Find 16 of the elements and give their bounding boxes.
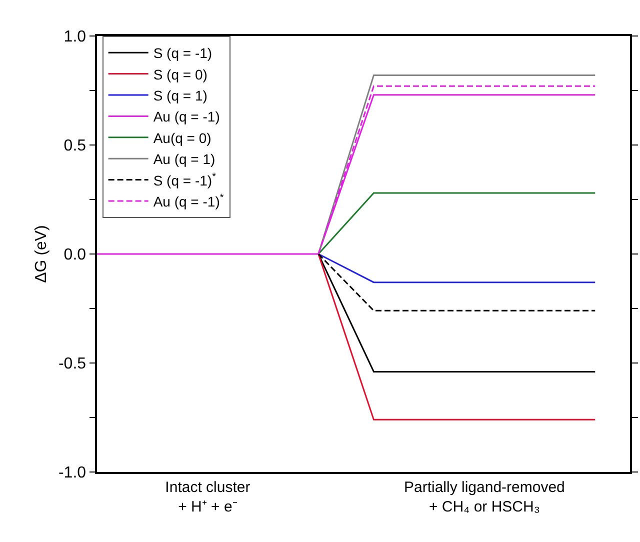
x-tick-label: Partially ligand-removed + CH₄ or HSCH₃ bbox=[404, 478, 565, 516]
x-tick-label: Intact cluster + H⁺ + e⁻ bbox=[165, 478, 250, 516]
legend-label: Au (q = 1) bbox=[153, 151, 216, 168]
y-tick-label: 0.0 bbox=[64, 246, 86, 264]
legend-label: S (q = 0) bbox=[153, 66, 208, 82]
legend-label: S (q = -1)$^{*}$ bbox=[153, 171, 216, 188]
y-tick-label: -0.5 bbox=[58, 356, 86, 373]
legend-label: Au (q = -1)$^{*}$ bbox=[153, 192, 224, 210]
legend-label: Au (q = -1) bbox=[153, 108, 220, 125]
y-axis-title: ΔG (eV) bbox=[32, 225, 50, 283]
legend-label: S (q = -1) bbox=[153, 45, 212, 62]
y-tick-label: -1.0 bbox=[58, 464, 86, 482]
legend-label: S (q = 1) bbox=[153, 87, 208, 104]
y-tick-label: 0.5 bbox=[64, 138, 86, 155]
y-tick-label: 1.0 bbox=[64, 28, 86, 46]
legend-label: Au(q = 0) bbox=[153, 130, 212, 146]
